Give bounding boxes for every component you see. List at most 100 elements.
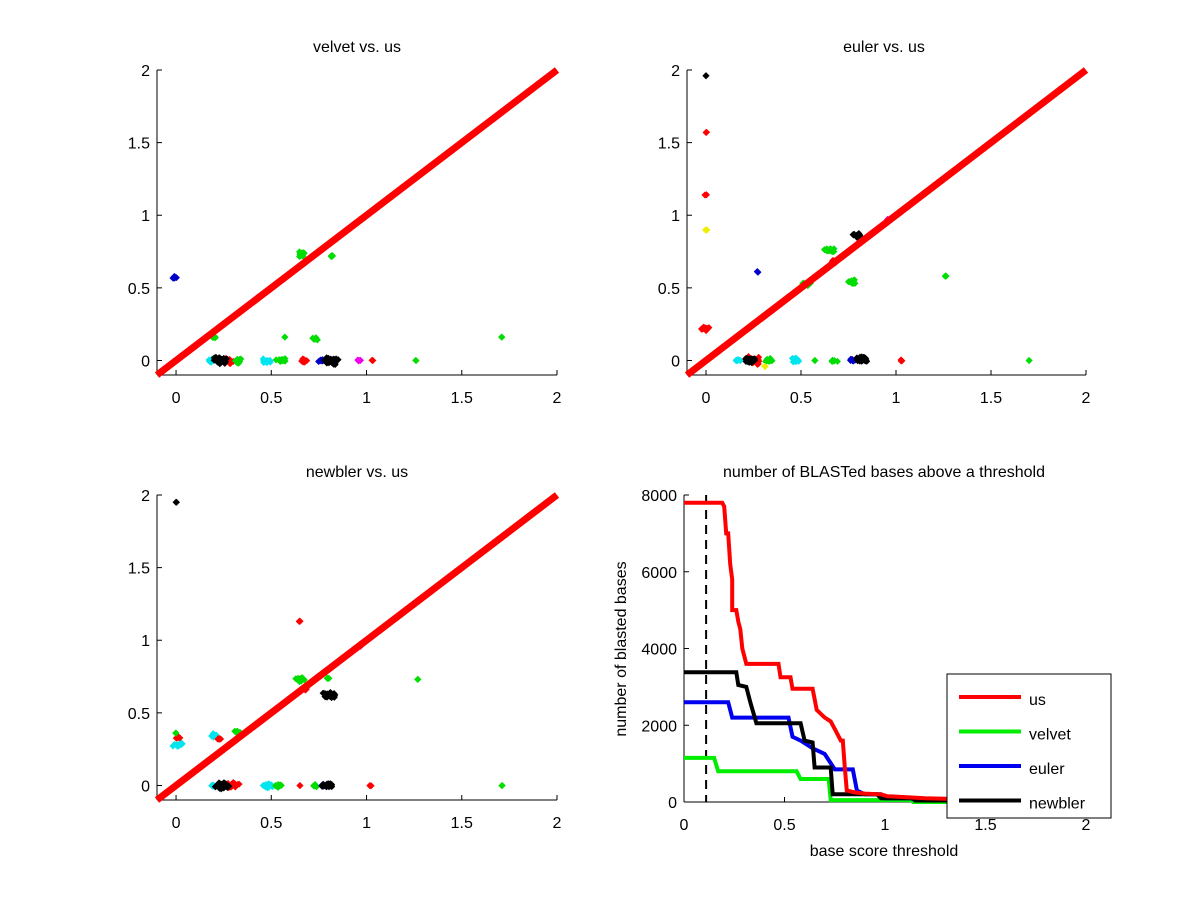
x-tick-label: 1.5 bbox=[974, 817, 996, 834]
panel-euler-vs-us: euler vs. us 0 0.5 1 1.5 2 0 0.5 1 1.5 2 bbox=[658, 39, 1091, 407]
data-point bbox=[356, 356, 364, 364]
data-point bbox=[169, 742, 177, 750]
y-tick-label: 0.5 bbox=[658, 281, 680, 298]
data-point bbox=[329, 355, 337, 363]
data-point bbox=[898, 357, 906, 365]
chart-title: number of BLASTed bases above a threshol… bbox=[723, 464, 1045, 481]
y-tick-label: 2 bbox=[141, 63, 150, 80]
y-tick-label: 2 bbox=[671, 63, 680, 80]
x-tick-label: 1.5 bbox=[451, 390, 473, 407]
y-tick-label: 1 bbox=[141, 633, 150, 650]
data-point bbox=[702, 128, 710, 136]
data-point bbox=[214, 358, 222, 366]
y-tick-label: 2000 bbox=[641, 718, 677, 735]
y-axis-label: number of blasted bases bbox=[613, 561, 630, 736]
data-point bbox=[313, 783, 321, 791]
x-tick-label: 2 bbox=[1082, 817, 1091, 834]
data-point bbox=[811, 357, 819, 365]
x-tick-label: 2 bbox=[553, 815, 562, 832]
legend-label: us bbox=[1029, 692, 1046, 709]
y-tick-label: 0 bbox=[671, 353, 680, 370]
x-tick-label: 0.5 bbox=[260, 815, 282, 832]
y-tick-label: 1 bbox=[141, 208, 150, 225]
data-point bbox=[215, 779, 223, 787]
data-point bbox=[498, 333, 506, 341]
data-point bbox=[327, 691, 335, 699]
y-tick-label: 1.5 bbox=[128, 561, 150, 578]
y-tick-label: 0 bbox=[141, 778, 150, 795]
data-point bbox=[942, 272, 950, 280]
x-tick-label: 1 bbox=[881, 817, 890, 834]
x-tick-label: 0.5 bbox=[260, 390, 282, 407]
legend-item-us: us bbox=[959, 692, 1046, 709]
data-point bbox=[761, 362, 769, 370]
y-tick-label: 1 bbox=[671, 208, 680, 225]
y-tick-label: 0.5 bbox=[128, 706, 150, 723]
identity-line bbox=[684, 67, 1089, 378]
x-tick-label: 2 bbox=[553, 390, 562, 407]
data-point bbox=[225, 782, 233, 790]
data-point bbox=[233, 357, 241, 365]
data-point bbox=[746, 355, 754, 363]
y-tick-label: 4000 bbox=[641, 642, 677, 659]
data-point bbox=[860, 355, 868, 363]
x-tick-label: 1 bbox=[362, 390, 371, 407]
x-tick-label: 2 bbox=[1082, 390, 1091, 407]
data-point bbox=[322, 781, 330, 789]
data-point bbox=[849, 280, 857, 288]
data-point bbox=[825, 247, 833, 255]
data-point bbox=[276, 356, 284, 364]
data-point bbox=[791, 356, 799, 364]
y-tick-label: 8000 bbox=[641, 488, 677, 505]
x-tick-label: 0 bbox=[172, 815, 181, 832]
data-point bbox=[414, 675, 422, 683]
y-tick-label: 0.5 bbox=[128, 281, 150, 298]
data-point bbox=[215, 734, 223, 742]
data-point bbox=[328, 252, 336, 260]
panel-velvet-vs-us: velvet vs. us 0 0.5 1 1.5 2 0 0.5 1 1.5 2 bbox=[128, 39, 562, 407]
data-point bbox=[853, 232, 861, 240]
data-point bbox=[221, 359, 229, 367]
panel-newbler-vs-us: newbler vs. us 0 0.5 1 1.5 2 0 0.5 1 1.5 2 bbox=[128, 464, 562, 832]
data-point bbox=[412, 356, 420, 364]
data-point bbox=[274, 783, 282, 791]
y-tick-label: 0 bbox=[668, 795, 677, 812]
data-point bbox=[498, 781, 506, 789]
y-tick-label: 1.5 bbox=[658, 136, 680, 153]
x-tick-label: 0 bbox=[172, 390, 181, 407]
data-point bbox=[169, 274, 177, 282]
data-point bbox=[172, 729, 180, 737]
data-point bbox=[325, 674, 333, 682]
series-line-velvet bbox=[684, 755, 1086, 804]
data-point bbox=[295, 676, 303, 684]
data-point bbox=[368, 356, 376, 364]
chart-title: newbler vs. us bbox=[306, 464, 408, 481]
data-point bbox=[296, 617, 304, 625]
x-tick-label: 0.5 bbox=[773, 817, 795, 834]
legend-item-velvet: velvet bbox=[959, 727, 1071, 744]
x-tick-label: 0.5 bbox=[790, 390, 812, 407]
data-point bbox=[272, 356, 280, 364]
x-tick-label: 0 bbox=[680, 817, 689, 834]
data-point bbox=[312, 335, 320, 343]
legend-label: euler bbox=[1029, 761, 1065, 778]
data-point bbox=[700, 323, 708, 331]
legend-label: newbler bbox=[1029, 796, 1086, 813]
scatter-points bbox=[698, 72, 1033, 370]
x-tick-label: 1.5 bbox=[980, 390, 1002, 407]
data-point bbox=[321, 693, 329, 701]
legend-label: velvet bbox=[1029, 727, 1071, 744]
legend-item-newbler: newbler bbox=[959, 796, 1086, 813]
identity-line bbox=[154, 492, 560, 803]
scatter-points bbox=[169, 498, 506, 793]
y-tick-label: 0 bbox=[141, 353, 150, 370]
data-point bbox=[833, 357, 841, 365]
chart-title: velvet vs. us bbox=[313, 39, 401, 56]
series-line-us bbox=[684, 500, 1087, 803]
identity-line bbox=[154, 67, 560, 378]
data-point bbox=[751, 355, 759, 363]
x-tick-label: 1 bbox=[362, 815, 371, 832]
data-point bbox=[300, 676, 308, 684]
x-tick-label: 1.5 bbox=[451, 815, 473, 832]
